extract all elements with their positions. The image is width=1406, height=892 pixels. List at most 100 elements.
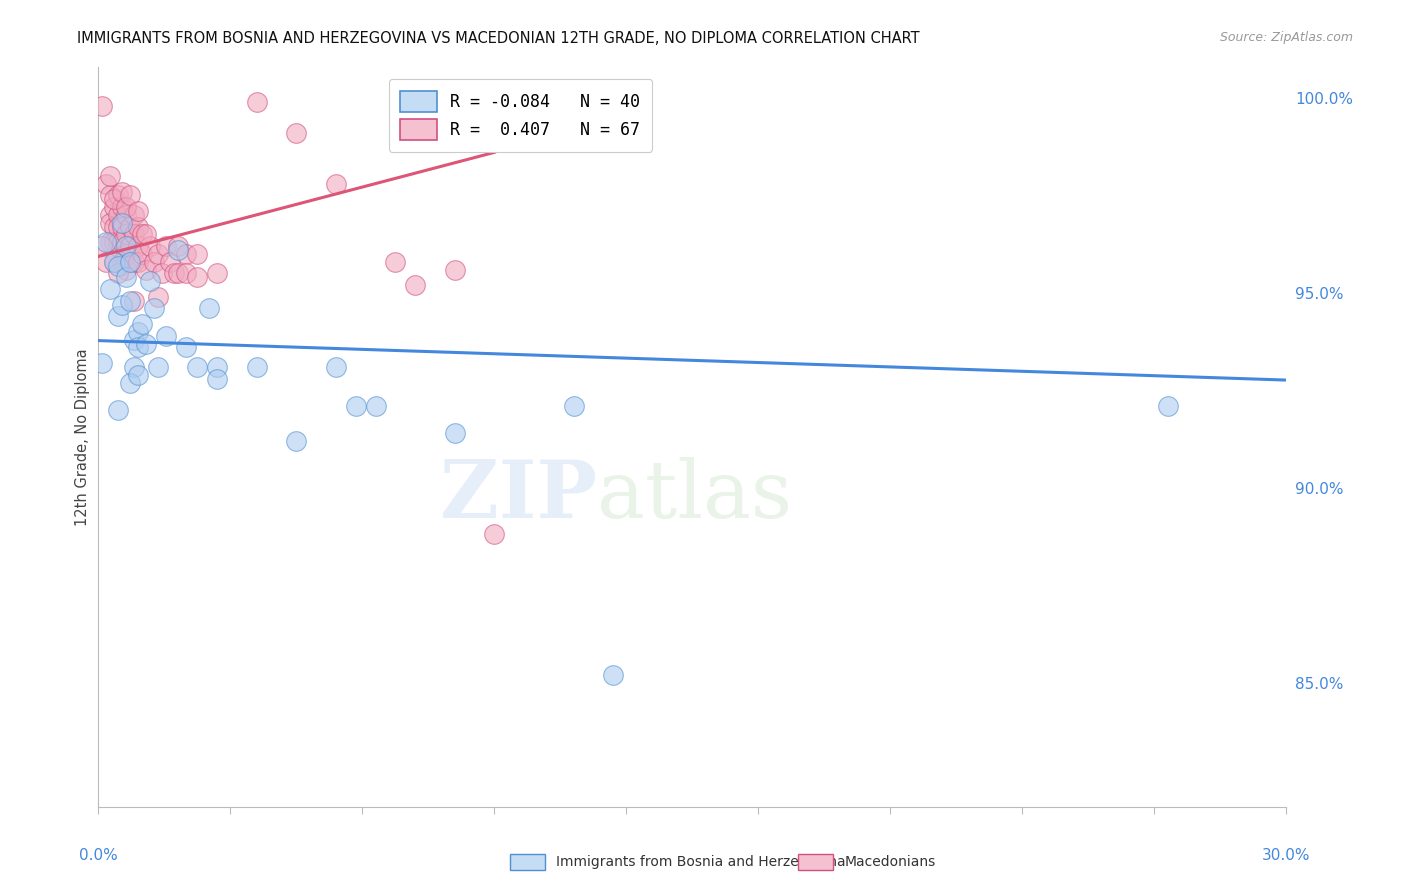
Point: [107, 235, 129, 250]
Point: [103, 200, 125, 214]
Point: [325, 177, 347, 191]
Point: [155, 328, 177, 343]
Point: [131, 247, 153, 261]
Point: [103, 193, 125, 207]
Text: 0.0%: 0.0%: [79, 848, 118, 863]
Point: [131, 227, 153, 242]
Text: Source: ZipAtlas.com: Source: ZipAtlas.com: [1219, 31, 1353, 45]
Text: Macedonians: Macedonians: [844, 855, 935, 869]
Point: [146, 247, 169, 261]
Point: [103, 254, 125, 268]
Point: [174, 341, 197, 355]
Point: [107, 188, 129, 202]
Point: [111, 235, 134, 250]
Point: [146, 290, 169, 304]
Point: [139, 239, 162, 253]
Text: 30.0%: 30.0%: [1263, 848, 1310, 863]
Point: [111, 219, 134, 234]
Point: [120, 254, 142, 268]
Point: [103, 219, 125, 234]
Point: [285, 434, 308, 448]
Point: [163, 267, 186, 281]
Point: [115, 200, 138, 214]
Point: [198, 301, 221, 316]
Point: [107, 259, 129, 273]
Point: [111, 200, 134, 214]
Point: [96, 254, 118, 268]
Point: [115, 227, 138, 242]
Point: [107, 219, 129, 234]
Point: [122, 359, 145, 374]
Point: [205, 371, 228, 385]
Point: [91, 356, 114, 370]
Point: [115, 208, 138, 222]
Point: [404, 278, 426, 293]
Point: [103, 235, 125, 250]
Point: [120, 219, 142, 234]
Point: [98, 216, 121, 230]
Text: IMMIGRANTS FROM BOSNIA AND HERZEGOVINA VS MACEDONIAN 12TH GRADE, NO DIPLOMA CORR: IMMIGRANTS FROM BOSNIA AND HERZEGOVINA V…: [77, 31, 920, 46]
Point: [186, 247, 208, 261]
Point: [135, 336, 157, 351]
Point: [120, 239, 142, 253]
Point: [120, 254, 142, 268]
Point: [205, 359, 228, 374]
Point: [115, 270, 138, 285]
Point: [127, 368, 149, 382]
Point: [127, 254, 149, 268]
Point: [120, 293, 142, 308]
Point: [174, 267, 197, 281]
Point: [127, 341, 149, 355]
Point: [1156, 399, 1178, 413]
Point: [122, 254, 145, 268]
Legend: R = -0.084   N = 40, R =  0.407   N = 67: R = -0.084 N = 40, R = 0.407 N = 67: [388, 78, 652, 152]
Point: [91, 239, 114, 253]
Point: [246, 359, 269, 374]
Point: [98, 235, 121, 250]
Point: [325, 359, 347, 374]
Point: [115, 247, 138, 261]
Point: [166, 239, 188, 253]
Point: [122, 227, 145, 242]
Point: [127, 204, 149, 219]
Point: [364, 399, 387, 413]
Point: [150, 267, 173, 281]
Point: [111, 254, 134, 268]
Point: [174, 247, 197, 261]
Point: [111, 216, 134, 230]
Point: [205, 267, 228, 281]
Point: [562, 399, 585, 413]
Point: [344, 399, 367, 413]
Point: [146, 359, 169, 374]
Point: [122, 333, 145, 347]
Point: [127, 325, 149, 339]
Point: [103, 254, 125, 268]
Point: [166, 243, 188, 257]
Point: [107, 267, 129, 281]
Point: [186, 359, 208, 374]
Point: [111, 185, 134, 199]
Point: [107, 402, 129, 417]
Point: [115, 262, 138, 277]
Point: [98, 282, 121, 296]
Text: atlas: atlas: [598, 458, 793, 535]
Text: ZIP: ZIP: [440, 458, 598, 535]
Point: [96, 177, 118, 191]
Point: [115, 239, 138, 253]
Point: [96, 235, 118, 250]
Point: [111, 297, 134, 311]
Point: [120, 376, 142, 390]
Point: [122, 208, 145, 222]
Point: [285, 126, 308, 140]
Point: [107, 208, 129, 222]
Point: [142, 254, 165, 268]
Point: [135, 227, 157, 242]
Point: [246, 95, 269, 109]
Point: [98, 188, 121, 202]
Point: [159, 254, 181, 268]
Point: [444, 262, 467, 277]
Point: [155, 239, 177, 253]
Y-axis label: 12th Grade, No Diploma: 12th Grade, No Diploma: [75, 348, 90, 526]
Point: [602, 667, 624, 681]
Point: [120, 188, 142, 202]
